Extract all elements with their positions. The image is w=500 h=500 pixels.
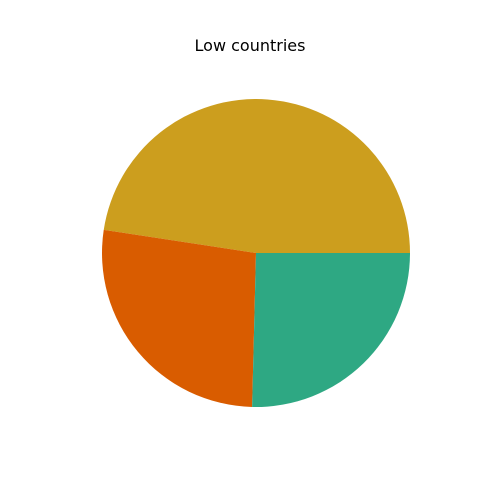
pie-slice-1	[103, 99, 410, 253]
pie-slice-3	[252, 253, 410, 407]
chart-title: Low countries	[194, 36, 306, 55]
pie-slice-2	[102, 229, 256, 407]
